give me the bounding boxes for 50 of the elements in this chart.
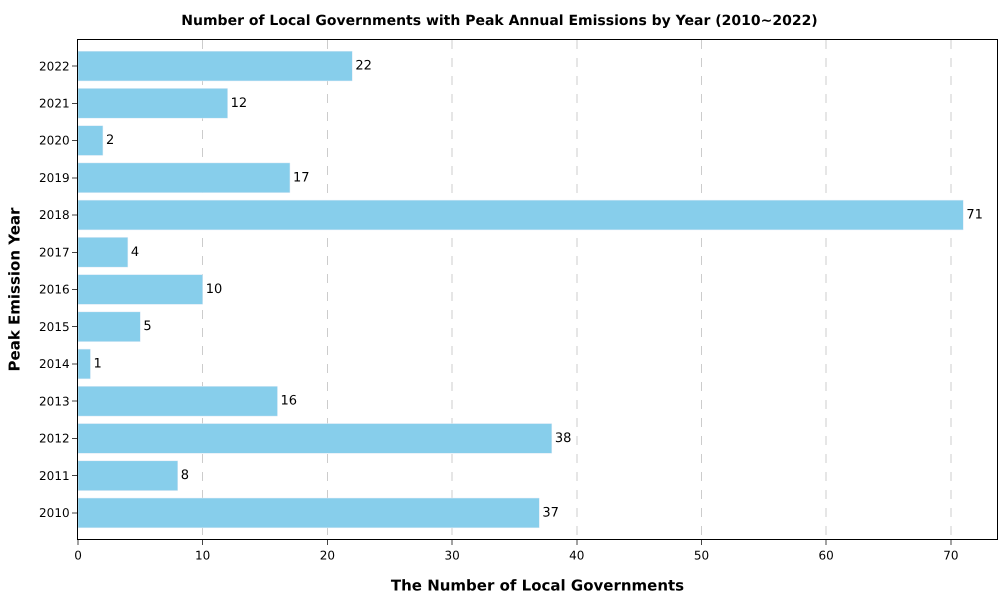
data-label: 1 xyxy=(93,356,102,372)
data-label: 22 xyxy=(355,58,372,74)
y-tick-label: 2018 xyxy=(39,208,70,222)
data-label: 38 xyxy=(554,430,572,446)
data-label: 5 xyxy=(143,319,152,334)
bar xyxy=(78,162,290,193)
y-tick-label: 2013 xyxy=(39,394,70,408)
data-label: 4 xyxy=(130,244,140,260)
data-label: 37 xyxy=(542,505,559,520)
y-tick-label: 2011 xyxy=(39,468,70,483)
y-tick-label: 2014 xyxy=(39,357,70,372)
bar xyxy=(78,348,91,380)
x-tick-label: 0 xyxy=(74,548,82,562)
bar xyxy=(78,274,203,305)
data-label: 17 xyxy=(292,170,310,186)
bar xyxy=(78,50,353,82)
x-tick-label: 50 xyxy=(694,548,710,562)
bar xyxy=(78,460,178,491)
y-tick-label: 2019 xyxy=(39,170,70,185)
data-label: 10 xyxy=(206,282,222,297)
x-tick-label: 40 xyxy=(569,548,584,562)
y-tick-label: 2021 xyxy=(39,96,70,111)
bar xyxy=(78,498,540,528)
y-axis-title: Peak Emission Year xyxy=(5,206,24,372)
bar xyxy=(78,88,228,118)
bar xyxy=(78,386,278,416)
y-tick-label: 2016 xyxy=(39,282,70,297)
y-tick-label: 2015 xyxy=(39,320,70,334)
bar xyxy=(78,237,128,268)
bar xyxy=(78,312,141,342)
chart-title: Number of Local Governments with Peak Annual Emissions by Year (2010~2022) xyxy=(181,13,818,30)
y-tick-label: 2012 xyxy=(39,432,70,446)
data-label: 71 xyxy=(966,208,983,223)
bar xyxy=(78,125,104,156)
x-tick-label: 70 xyxy=(943,548,958,562)
data-label: 16 xyxy=(280,394,298,409)
y-tick-label: 2017 xyxy=(39,245,70,260)
data-label: 2 xyxy=(106,133,114,148)
y-tick-label: 2020 xyxy=(39,134,70,148)
bar xyxy=(78,200,964,230)
x-tick-label: 30 xyxy=(444,548,460,562)
x-tick-label: 20 xyxy=(320,548,336,562)
bar xyxy=(78,423,552,454)
data-label: 12 xyxy=(230,96,248,111)
x-tick-label: 60 xyxy=(818,548,834,562)
data-label: 8 xyxy=(180,468,190,484)
y-tick-label: 2010 xyxy=(39,506,70,520)
x-tick-label: 10 xyxy=(195,548,210,562)
y-tick-label: 2022 xyxy=(39,59,70,74)
x-axis-title: The Number of Local Governments xyxy=(390,576,684,594)
